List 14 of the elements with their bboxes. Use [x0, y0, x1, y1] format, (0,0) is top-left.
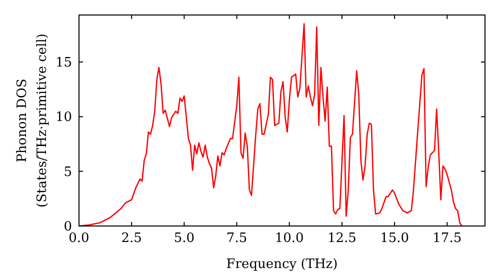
x-axis-title: Frequency (THz) [226, 257, 338, 272]
y-tick-label: 10 [55, 110, 72, 126]
x-tick-label: 5.0 [174, 231, 195, 246]
x-tick-label: 7.5 [226, 231, 248, 246]
x-tick-label: 17.5 [432, 231, 462, 246]
x-tick-label: 10.0 [274, 231, 304, 246]
y-tick-label: 15 [55, 56, 72, 71]
y-axis-title: Phonon DOS (States/THz·primitive cell) [15, 33, 50, 208]
y-tick-label: 5 [64, 164, 72, 180]
line-series [78, 23, 463, 227]
x-tick-label: 12.5 [327, 231, 356, 246]
x-tick-label: 2.5 [121, 231, 142, 246]
x-tick-label: 15.0 [380, 231, 410, 246]
x-tick-label: 0.0 [68, 231, 90, 246]
